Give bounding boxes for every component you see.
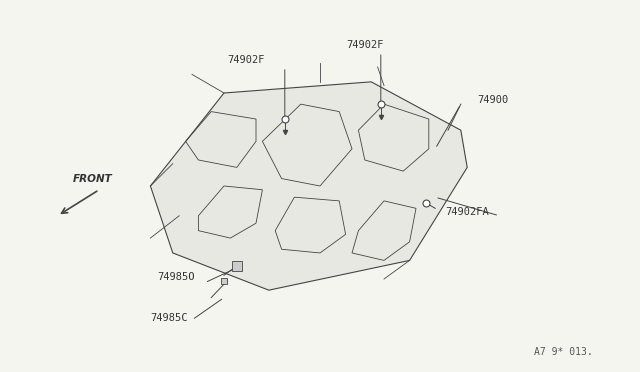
Text: 74902F: 74902F	[346, 40, 383, 49]
Text: 74900: 74900	[477, 96, 508, 105]
Text: FRONT: FRONT	[73, 174, 113, 184]
Text: 74902FA: 74902FA	[445, 207, 488, 217]
Text: 74902F: 74902F	[228, 55, 265, 64]
Text: 74985O: 74985O	[157, 272, 195, 282]
Text: A7 9* 013.: A7 9* 013.	[534, 347, 593, 357]
Text: 74985C: 74985C	[150, 313, 188, 323]
Polygon shape	[150, 82, 467, 290]
